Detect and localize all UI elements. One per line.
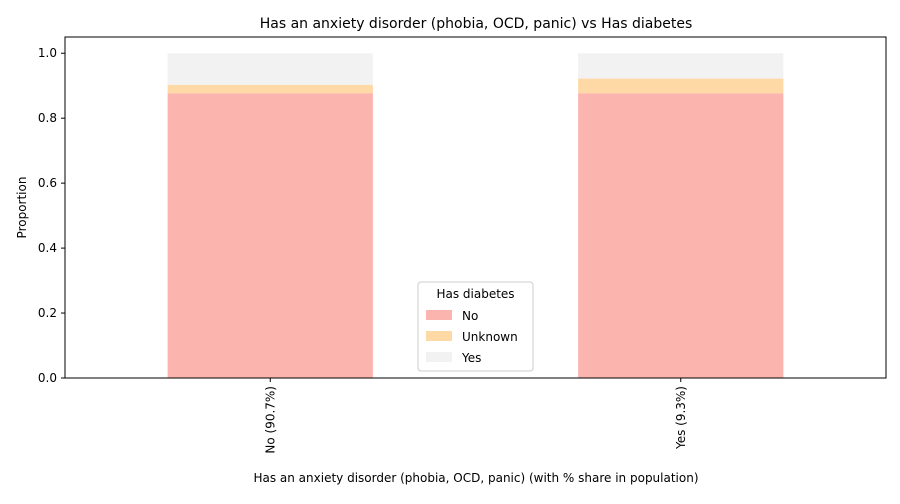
legend-title: Has diabetes <box>436 287 514 301</box>
y-tick-label: 0.4 <box>38 241 57 255</box>
legend-label-no: No <box>462 309 478 323</box>
legend-swatch-unknown <box>426 331 452 341</box>
bar-segment-no-1 <box>167 93 373 379</box>
legend-items: No Unknown Yes <box>426 309 518 365</box>
bar-segment-unknown-1 <box>167 84 373 94</box>
chart-title: Has an anxiety disorder (phobia, OCD, pa… <box>260 16 693 32</box>
y-tick-label: 1.0 <box>38 46 57 60</box>
legend-label-yes: Yes <box>461 351 481 365</box>
y-tick-label: 0.8 <box>38 111 57 125</box>
legend-swatch-yes <box>426 352 452 362</box>
legend: Has diabetes No Unknown Yes <box>417 281 534 372</box>
legend-frame <box>417 281 534 372</box>
bars-group <box>167 53 784 379</box>
bar-segment-yes-1 <box>167 53 373 85</box>
bar-segment-yes-2 <box>578 53 784 79</box>
bar-segment-no-2 <box>578 93 784 379</box>
x-tick-label: No (90.7%) <box>263 386 277 454</box>
x-axis: No (90.7%) Yes (9.3%) <box>263 378 688 454</box>
y-tick-label: 0.2 <box>38 306 57 320</box>
x-axis-label: Has an anxiety disorder (phobia, OCD, pa… <box>253 471 698 485</box>
legend-label-unknown: Unknown <box>462 330 518 344</box>
x-tick-label: Yes (9.3%) <box>674 386 688 450</box>
y-tick-label: 0.0 <box>38 371 57 385</box>
y-axis-label: Proportion <box>15 177 29 239</box>
plot-frame <box>64 36 887 379</box>
bar-segment-unknown-2 <box>578 78 784 94</box>
legend-swatch-no <box>426 310 452 320</box>
y-tick-label: 0.6 <box>38 176 57 190</box>
y-axis: 0.0 0.2 0.4 0.6 0.8 1.0 <box>38 46 65 385</box>
